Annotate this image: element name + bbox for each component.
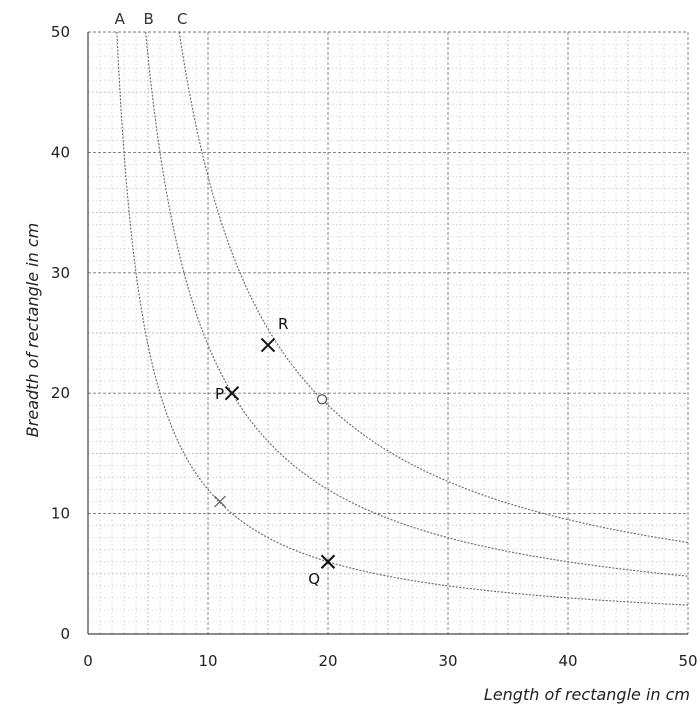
- curve-c: [178, 32, 688, 544]
- point-label-p: P: [215, 385, 224, 403]
- y-tick-label: 30: [51, 264, 70, 282]
- x-tick-label: 20: [318, 652, 337, 670]
- point-marker-circle: [316, 394, 328, 405]
- point-marker-x: [260, 337, 276, 353]
- x-tick-label: 30: [438, 652, 457, 670]
- points: R P Q: [214, 315, 336, 588]
- tick-labels: 0 10 20 30 40 50 0 10 20 30 40 50: [51, 23, 698, 670]
- y-axis-title: Breadth of rectangle in cm: [23, 223, 42, 437]
- point-marker-x: [320, 554, 336, 569]
- x-axis-title: Length of rectangle in cm: [484, 685, 690, 704]
- y-tick-label: 50: [51, 23, 70, 41]
- major-grid: [88, 31, 689, 634]
- curves: [116, 32, 688, 606]
- point-marker-x: [224, 385, 240, 401]
- curve-label-a: A: [115, 10, 126, 28]
- x-tick-label: 10: [198, 652, 217, 670]
- y-tick-label: 10: [51, 505, 70, 523]
- x-tick-label: 50: [678, 652, 697, 670]
- x-tick-label: 40: [558, 652, 577, 670]
- point-label-q: Q: [308, 570, 320, 588]
- y-tick-label: 0: [60, 625, 70, 643]
- point-marker-x: [214, 495, 226, 508]
- curve-label-b: B: [143, 10, 153, 28]
- y-tick-label: 20: [51, 384, 70, 402]
- x-tick-label: 0: [83, 652, 93, 670]
- curve-label-c: C: [177, 10, 187, 28]
- minor-grid: [88, 32, 688, 634]
- curve-a: [116, 32, 688, 606]
- axes: [87, 32, 688, 635]
- point-label-r: R: [278, 315, 288, 333]
- y-tick-label: 40: [51, 143, 70, 161]
- curve-b: [145, 32, 688, 577]
